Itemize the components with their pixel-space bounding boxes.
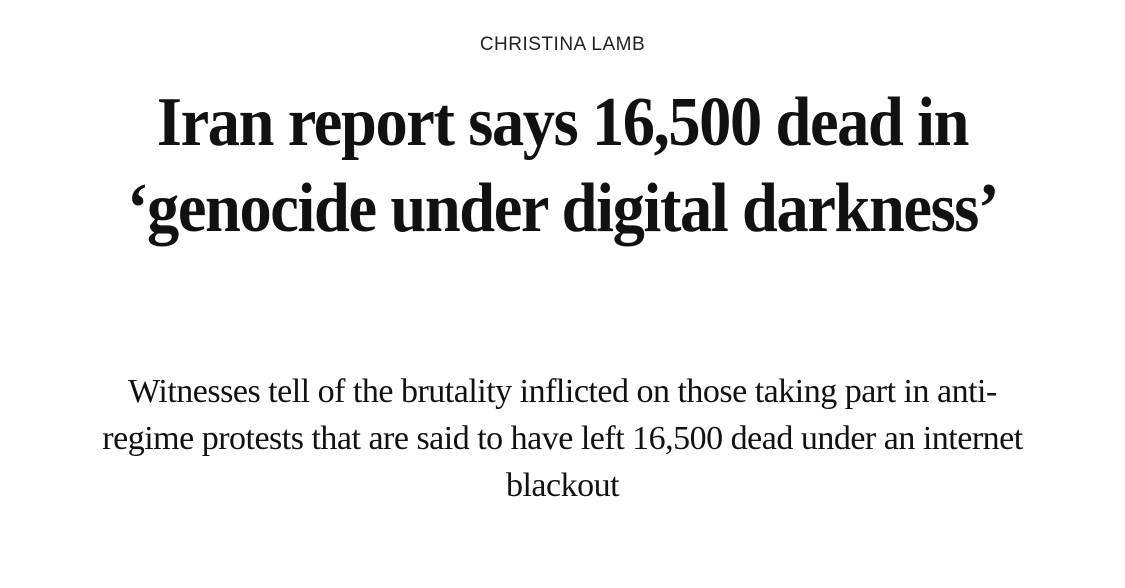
author-byline[interactable]: CHRISTINA LAMB bbox=[479, 34, 646, 55]
headline: Iran report says 16,500 dead in ‘genocid… bbox=[126, 84, 999, 247]
standfirst: Witnesses tell of the brutality inflicte… bbox=[102, 373, 1023, 504]
